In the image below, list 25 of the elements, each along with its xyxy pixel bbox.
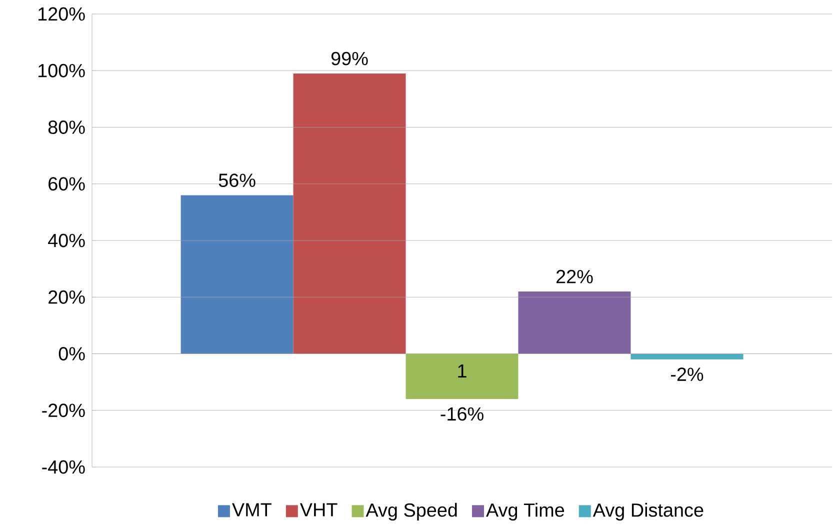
y-tick-label: -20% bbox=[42, 404, 85, 418]
data-label: -2% bbox=[670, 368, 704, 381]
data-label: -16% bbox=[440, 407, 484, 421]
legend-label: Avg Time bbox=[486, 502, 564, 521]
legend-label: VMT bbox=[232, 503, 272, 516]
data-label: 56% bbox=[218, 174, 256, 187]
y-tick-label: 120% bbox=[38, 7, 85, 21]
y-tick-label: 40% bbox=[48, 234, 85, 248]
y-tick-label: 0% bbox=[58, 347, 85, 360]
y-tick-label: 80% bbox=[48, 120, 85, 134]
bar bbox=[518, 291, 631, 354]
y-tick-label: -40% bbox=[42, 460, 85, 474]
x-tick-label: 1 bbox=[458, 364, 466, 378]
bar bbox=[630, 354, 744, 360]
y-tick-label: 20% bbox=[48, 290, 85, 304]
legend-label: Avg Speed bbox=[366, 502, 457, 521]
y-tick-label: 60% bbox=[48, 177, 85, 191]
legend-label: VHT bbox=[300, 503, 338, 516]
bar bbox=[180, 195, 294, 354]
bar bbox=[293, 73, 406, 354]
data-label: 22% bbox=[556, 270, 593, 284]
legend-label: Avg Distance bbox=[592, 502, 704, 521]
data-label: 99% bbox=[331, 52, 368, 66]
bar bbox=[406, 354, 518, 400]
y-tick-label: 100% bbox=[38, 64, 85, 78]
